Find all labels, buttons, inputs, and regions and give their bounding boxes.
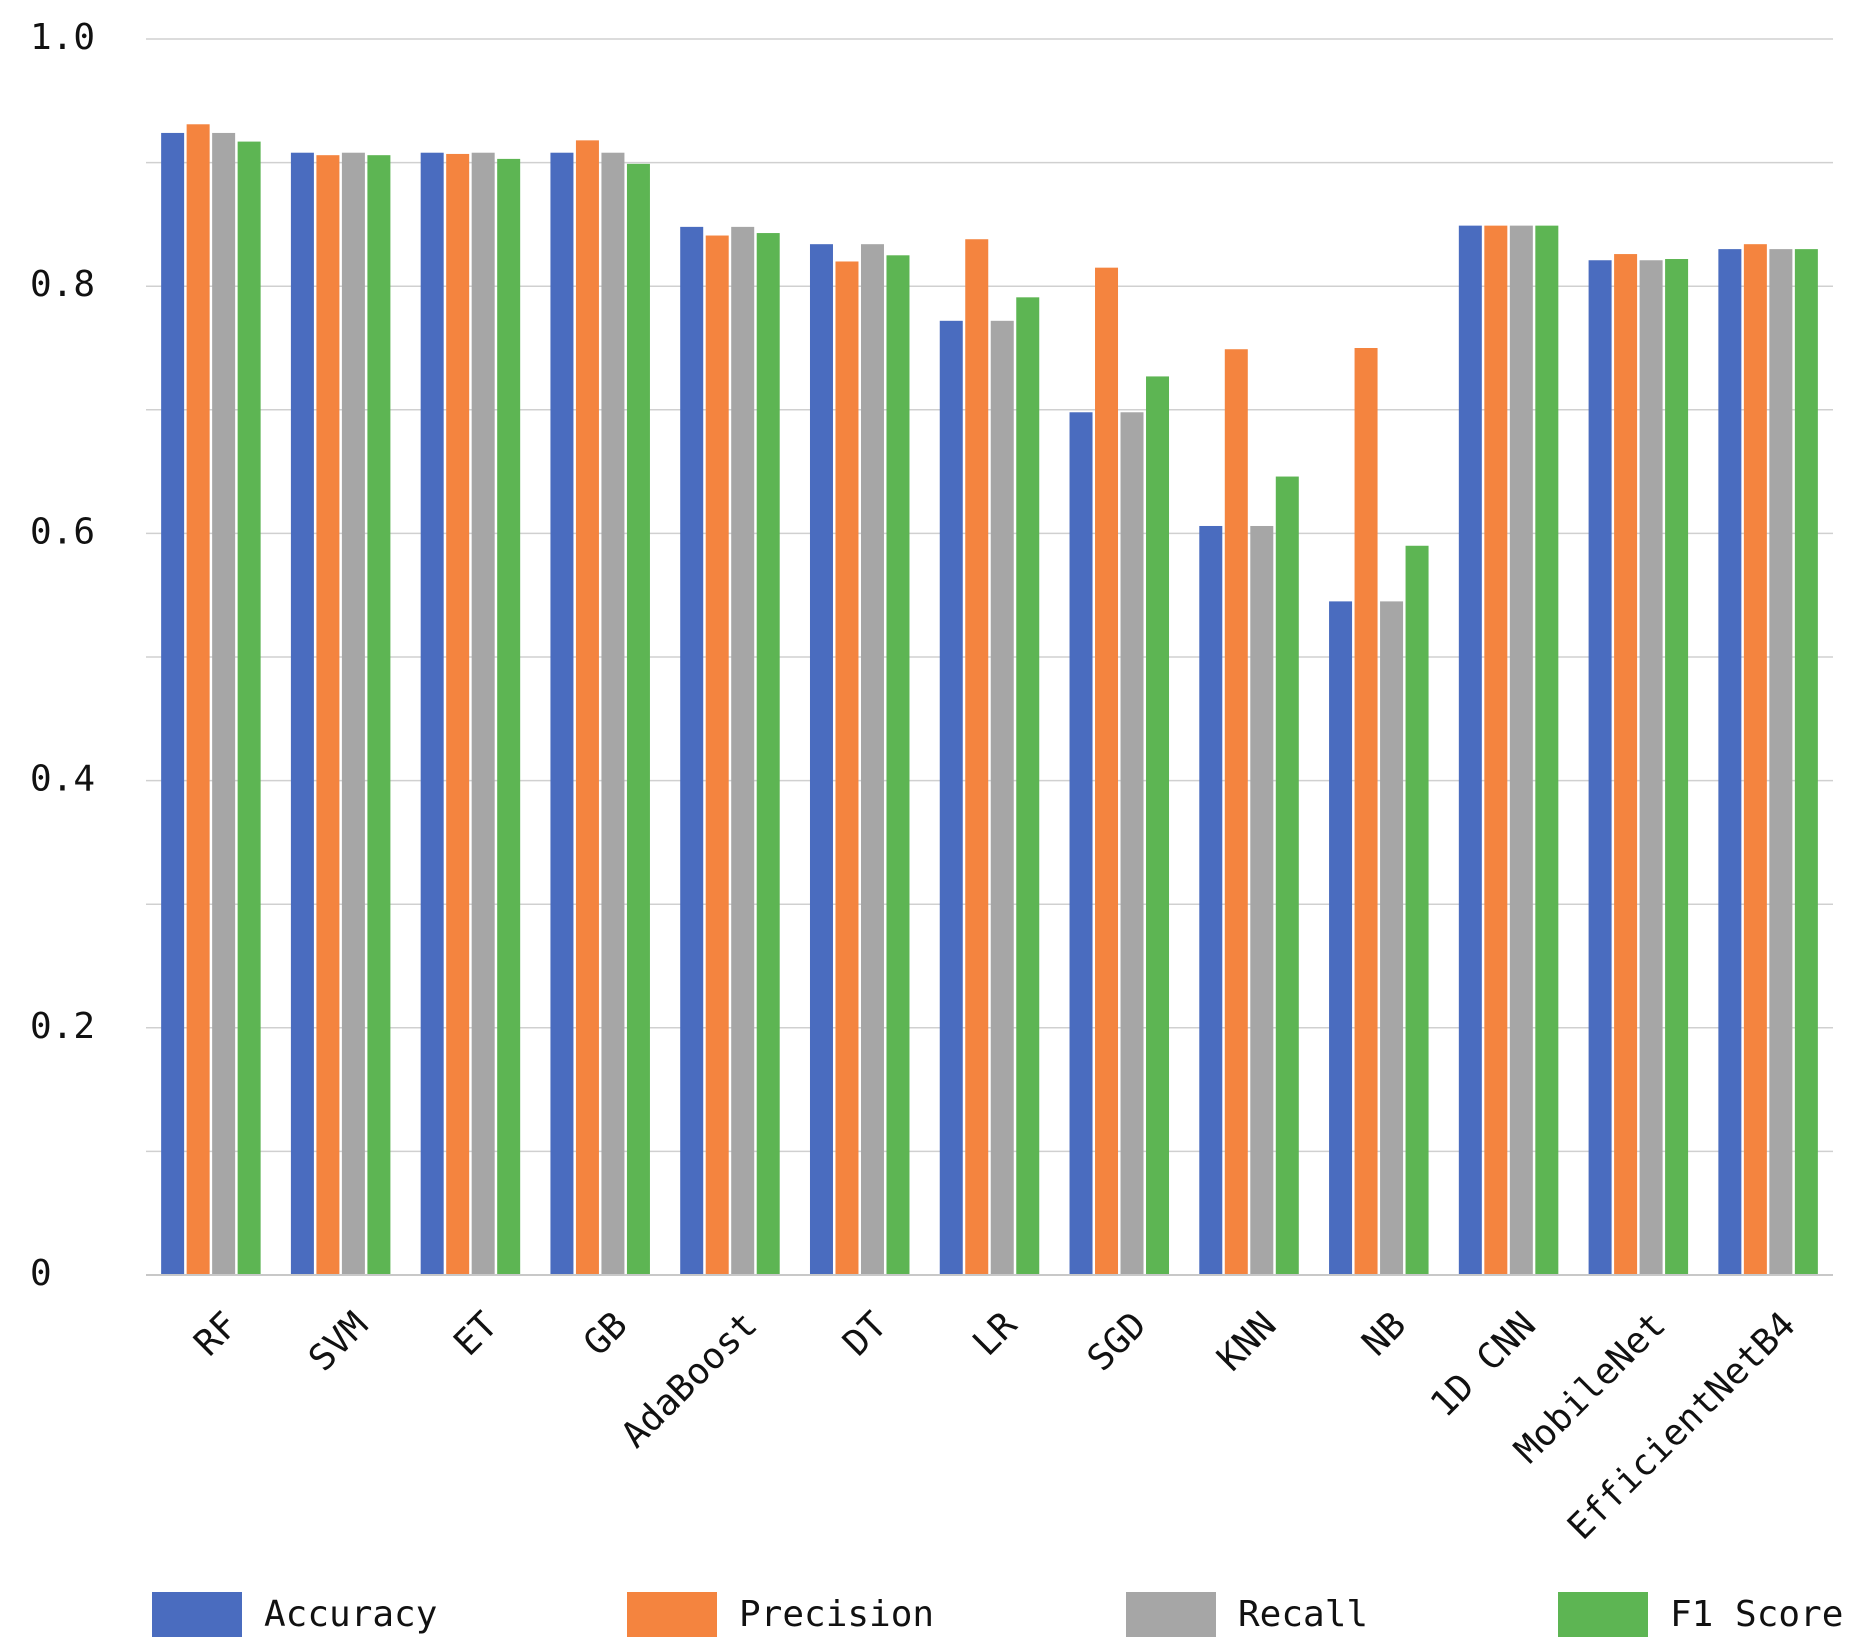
bar — [601, 152, 625, 1275]
bar — [1016, 297, 1040, 1276]
bar — [550, 152, 574, 1275]
y-tick-label: 0 — [30, 1253, 52, 1294]
bar — [341, 152, 365, 1275]
bar — [1329, 601, 1353, 1275]
y-tick-label: 0.6 — [30, 511, 95, 552]
bar — [1639, 260, 1663, 1275]
bar — [212, 132, 236, 1275]
x-tick-label: NB — [1355, 1304, 1415, 1364]
bar — [1588, 260, 1612, 1275]
y-tick-label: 1.0 — [30, 17, 95, 58]
legend-swatch — [1126, 1592, 1216, 1637]
bar — [367, 155, 391, 1276]
x-tick-label: RF — [187, 1304, 247, 1364]
bar — [497, 158, 521, 1276]
bar — [1405, 545, 1429, 1275]
bar — [809, 244, 833, 1275]
bar — [161, 132, 185, 1275]
legend-label: Accuracy — [264, 1594, 437, 1635]
bar — [1275, 476, 1299, 1275]
x-tick-label: LR — [965, 1304, 1025, 1364]
bar — [1224, 349, 1248, 1276]
y-tick-label: 0.8 — [30, 264, 95, 305]
bar — [1146, 376, 1170, 1276]
bar — [1769, 249, 1793, 1275]
bar — [965, 239, 989, 1276]
bar — [1120, 412, 1144, 1276]
bar — [939, 320, 963, 1276]
bar — [1250, 525, 1274, 1275]
x-tick-label: AdaBoost — [614, 1304, 766, 1456]
y-tick-label: 0.4 — [30, 759, 95, 800]
x-tick-label: SGD — [1080, 1304, 1155, 1379]
bar — [1509, 225, 1533, 1276]
bar — [1794, 249, 1818, 1275]
y-tick-label: 0.2 — [30, 1006, 95, 1047]
legend-label: Recall — [1238, 1594, 1368, 1635]
bar — [1665, 259, 1689, 1275]
bar — [237, 141, 261, 1275]
x-tick-label: GB — [576, 1304, 636, 1364]
x-tick-label: 1D CNN — [1423, 1304, 1544, 1425]
bar — [471, 152, 495, 1275]
bar — [1614, 254, 1638, 1276]
legend-swatch — [627, 1592, 717, 1637]
bar — [990, 320, 1014, 1276]
bar — [731, 226, 755, 1276]
bar — [886, 255, 910, 1276]
bar — [186, 124, 210, 1276]
bar — [446, 153, 470, 1275]
x-tick-label: ET — [446, 1304, 506, 1364]
bar — [1718, 249, 1742, 1275]
bar — [860, 244, 884, 1275]
bar — [756, 233, 780, 1275]
bar — [1380, 601, 1404, 1275]
legend-swatch — [152, 1592, 242, 1637]
bar — [1069, 412, 1093, 1276]
bar — [680, 226, 704, 1276]
bar — [835, 261, 859, 1276]
bar — [1484, 225, 1508, 1276]
bar — [1743, 244, 1767, 1275]
bar — [626, 163, 650, 1276]
bar — [316, 155, 340, 1276]
bar — [290, 152, 314, 1275]
bar — [1458, 225, 1482, 1276]
bar — [420, 152, 444, 1275]
x-tick-label: EfficientNetB4 — [1560, 1304, 1804, 1548]
bar — [1095, 267, 1119, 1275]
bar — [1199, 525, 1223, 1275]
bar — [575, 140, 599, 1275]
legend-label: Precision — [739, 1594, 934, 1635]
bar — [705, 235, 729, 1275]
legend-label: F1 Score — [1670, 1594, 1843, 1635]
x-tick-label: KNN — [1209, 1304, 1284, 1379]
x-tick-label: SVM — [301, 1304, 376, 1379]
bar — [1354, 348, 1378, 1275]
x-tick-label: DT — [836, 1304, 896, 1364]
legend-swatch — [1558, 1592, 1648, 1637]
bar — [1535, 225, 1559, 1276]
